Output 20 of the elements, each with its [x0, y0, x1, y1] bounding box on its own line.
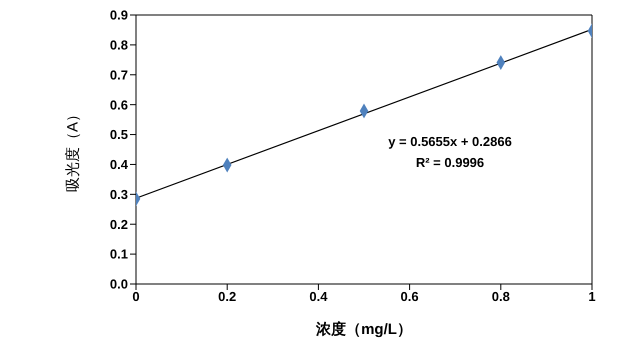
x-axis-title: 浓度（mg/L） [315, 320, 412, 338]
y-tick-label: 0.5 [110, 127, 128, 142]
y-tick-label: 0.3 [110, 186, 128, 202]
y-tick-label: 0.8 [110, 38, 128, 53]
y-tick-label: 0.6 [110, 97, 128, 112]
x-tick-label: 0.8 [492, 289, 510, 304]
y-axis-title: 吸光度（A） [64, 106, 82, 192]
y-tick-label: 0.9 [110, 8, 128, 23]
x-tick-label: 0.4 [309, 289, 328, 304]
y-tick-label: 0.1 [110, 246, 128, 262]
y-tick-label: 0.4 [110, 157, 129, 172]
x-tick-label: 0.6 [400, 289, 419, 304]
x-tick-label: 0 [132, 289, 140, 304]
y-tick-label: 0.0 [110, 276, 128, 292]
y-tick-label: 0.7 [110, 67, 128, 82]
x-tick-label: 1 [588, 289, 596, 304]
annotation: y = 0.5655x + 0.2866 [388, 134, 512, 149]
annotation: R² = 0.9996 [416, 155, 484, 170]
x-tick-label: 0.2 [218, 289, 236, 304]
y-tick-label: 0.2 [110, 216, 128, 232]
